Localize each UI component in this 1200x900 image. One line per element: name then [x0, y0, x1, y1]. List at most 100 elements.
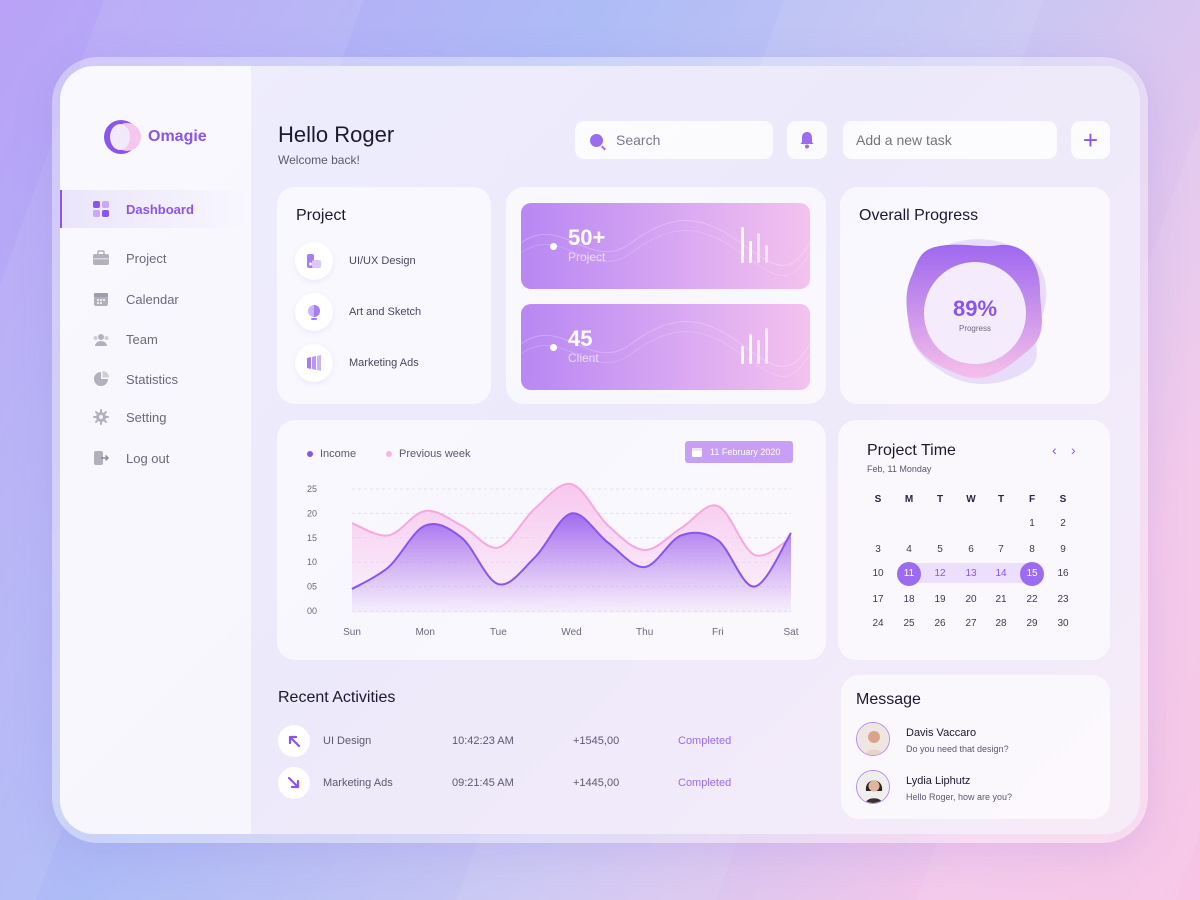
- calendar-day[interactable]: 28: [995, 618, 1007, 629]
- calendar-day[interactable]: 21: [995, 594, 1007, 605]
- calendar-day[interactable]: 14: [995, 568, 1007, 579]
- calendar-prev-button[interactable]: ‹: [1052, 442, 1057, 458]
- calendar-weekday: T: [997, 494, 1005, 505]
- search-icon: [590, 133, 603, 147]
- legend-previous-week[interactable]: Previous week: [386, 448, 471, 460]
- megaphone-icon: [295, 344, 333, 382]
- calendar-day[interactable]: 23: [1057, 594, 1069, 605]
- calendar-title: Project Time: [867, 442, 956, 459]
- income-chart: 25 20 15 10 05 00 Sun Mon Tue Wed Thu Fri Sat: [307, 482, 799, 638]
- progress-value: 89%: [952, 296, 998, 321]
- x-tick-label: Thu: [636, 627, 653, 638]
- add-task-button[interactable]: +: [1071, 121, 1110, 159]
- calendar-day[interactable]: 5: [937, 544, 943, 555]
- stat-label: Client: [568, 351, 599, 365]
- project-item-marketing[interactable]: Marketing Ads: [295, 344, 419, 382]
- calendar-day[interactable]: 12: [934, 568, 946, 579]
- activity-row[interactable]: Marketing Ads 09:21:45 AM +1445,00 Compl…: [278, 767, 818, 801]
- calendar-day[interactable]: 24: [872, 618, 884, 629]
- legend-label: Previous week: [399, 448, 471, 460]
- calendar-day[interactable]: 25: [903, 618, 915, 629]
- calendar-day[interactable]: 10: [872, 568, 884, 579]
- calendar-day[interactable]: 13: [965, 568, 977, 579]
- calendar-day[interactable]: 30: [1057, 618, 1069, 629]
- calendar-day[interactable]: 17: [872, 594, 884, 605]
- arrow-up-left-icon: [278, 725, 310, 757]
- legend-dot: [386, 451, 392, 457]
- calendar-day[interactable]: 26: [934, 618, 946, 629]
- calendar-day[interactable]: 3: [875, 544, 881, 555]
- stat-clients[interactable]: 45 Client: [521, 304, 810, 390]
- calendar-day[interactable]: 18: [903, 594, 915, 605]
- stat-projects[interactable]: 50+ Project: [521, 203, 810, 289]
- pie-chart-icon: [93, 371, 109, 387]
- calendar-weekday: W: [966, 494, 976, 505]
- sidebar-item-statistics[interactable]: Statistics: [60, 360, 251, 398]
- calendar-day[interactable]: 7: [998, 544, 1004, 555]
- activity-row[interactable]: UI Design 10:42:23 AM +1545,00 Completed: [278, 725, 818, 759]
- stat-value: 50+: [568, 225, 606, 250]
- calendar-day[interactable]: 2: [1060, 518, 1066, 529]
- progress-label: Progress: [958, 324, 991, 333]
- project-card: Project UI/UX Design Art and Sketch Mark…: [277, 187, 491, 404]
- activity-name: UI Design: [323, 735, 372, 747]
- message-title: Message: [856, 691, 921, 708]
- message-preview: Do you need that design?: [906, 744, 1009, 754]
- calendar-day[interactable]: 27: [965, 618, 977, 629]
- add-task-input[interactable]: [843, 121, 1057, 159]
- sidebar-item-logout[interactable]: Log out: [60, 439, 251, 477]
- calendar-day[interactable]: 20: [965, 594, 977, 605]
- project-item-uiux[interactable]: UI/UX Design: [295, 242, 416, 280]
- date-picker-button[interactable]: 11 February 2020: [685, 441, 793, 463]
- sidebar-item-label: Team: [126, 331, 158, 347]
- logout-icon: [93, 450, 109, 466]
- sidebar-item-setting[interactable]: Setting: [60, 398, 251, 436]
- calendar-day[interactable]: 6: [968, 544, 974, 555]
- sidebar-item-project[interactable]: Project: [60, 239, 251, 277]
- x-tick-label: Sun: [343, 627, 361, 638]
- calendar-next-button[interactable]: ›: [1071, 442, 1076, 458]
- sidebar-item-label: Log out: [126, 450, 170, 466]
- calendar-range-highlight: [909, 563, 1035, 583]
- notification-button[interactable]: [787, 121, 827, 159]
- calendar-card: Project Time Feb, 11 Monday ‹ › S M T W T F S 1…: [838, 420, 1110, 660]
- y-tick-label: 20: [307, 508, 317, 518]
- search-placeholder: Search: [616, 132, 661, 148]
- x-tick-label: Sat: [783, 627, 798, 638]
- calendar-day[interactable]: 16: [1057, 568, 1069, 579]
- stat-label: Project: [568, 250, 606, 264]
- activity-status: Completed: [678, 735, 732, 747]
- logo[interactable]: Omagie: [104, 118, 207, 156]
- calendar-day[interactable]: 4: [906, 544, 912, 555]
- message-sender: Lydia Liphutz: [906, 775, 971, 787]
- message-sender: Davis Vaccaro: [906, 727, 977, 739]
- progress-blob: [906, 239, 1047, 385]
- calendar-day[interactable]: 22: [1026, 594, 1038, 605]
- sidebar-item-dashboard[interactable]: Dashboard: [60, 190, 251, 228]
- legend-income[interactable]: Income: [307, 448, 356, 460]
- x-tick-label: Mon: [415, 627, 434, 638]
- calendar-weekday: F: [1028, 494, 1036, 505]
- series-line-previous-week[interactable]: [351, 482, 792, 557]
- sidebar-item-calendar[interactable]: Calendar: [60, 280, 251, 318]
- design-icon: [295, 242, 333, 280]
- calendar-day[interactable]: 9: [1060, 544, 1066, 555]
- calendar-day[interactable]: 19: [934, 594, 946, 605]
- calendar-day[interactable]: 1: [1029, 518, 1035, 529]
- sidebar-item-team[interactable]: Team: [60, 320, 251, 358]
- project-item-label: UI/UX Design: [349, 255, 416, 267]
- logo-icon: [104, 118, 142, 156]
- calendar-day[interactable]: 29: [1026, 618, 1038, 629]
- project-item-art[interactable]: Art and Sketch: [295, 293, 421, 331]
- search-input[interactable]: Search: [575, 121, 773, 159]
- series-line-income[interactable]: [351, 512, 792, 590]
- calendar-subtitle: Feb, 11 Monday: [867, 464, 932, 474]
- activity-name: Marketing Ads: [323, 777, 393, 789]
- calendar-day[interactable]: 15: [1020, 562, 1044, 586]
- calendar-day[interactable]: 11: [897, 562, 921, 586]
- activity-time: 09:21:45 AM: [452, 777, 514, 789]
- calendar-day[interactable]: 8: [1029, 544, 1035, 555]
- mini-bars-icon: [741, 227, 768, 263]
- dashboard-icon: [93, 201, 109, 217]
- activities-title: Recent Activities: [278, 689, 396, 706]
